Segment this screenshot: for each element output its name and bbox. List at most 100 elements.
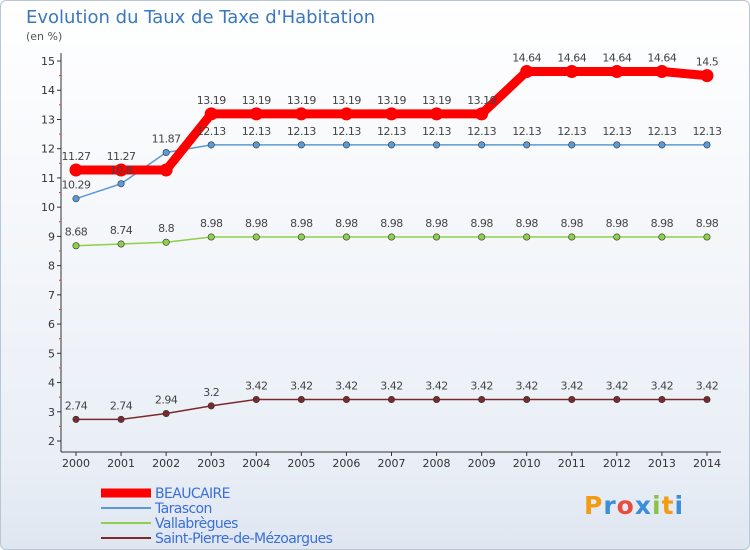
data-point <box>162 148 170 156</box>
logo-letter: o <box>616 491 635 520</box>
data-point <box>478 233 486 241</box>
data-label: 11.87 <box>152 132 181 145</box>
data-label: 8.98 <box>335 217 358 230</box>
data-point <box>117 415 125 423</box>
y-tick-label: 3 <box>48 406 55 419</box>
data-point <box>207 402 215 410</box>
data-label: 3.2 <box>203 386 219 399</box>
x-tick-label: 2009 <box>468 457 496 470</box>
data-point <box>204 107 218 121</box>
series-beaucaire <box>69 65 714 177</box>
data-point <box>655 65 669 79</box>
data-label: 12.13 <box>197 125 226 138</box>
logo-letter: r <box>603 491 617 520</box>
data-point <box>703 233 711 241</box>
y-tick-label: 8 <box>48 260 55 273</box>
x-tick-label: 2011 <box>558 457 586 470</box>
x-tick-label: 2003 <box>197 457 225 470</box>
y-tick-label: 11 <box>41 172 55 185</box>
series-vallabr-gues <box>72 233 711 250</box>
x-tick-label: 2007 <box>377 457 405 470</box>
data-point <box>249 107 263 121</box>
data-point <box>297 233 305 241</box>
data-label: 8.98 <box>651 217 674 230</box>
data-point <box>342 141 350 149</box>
data-point <box>252 395 260 403</box>
series-line <box>76 67 708 175</box>
y-tick-label: 12 <box>41 143 55 156</box>
data-point <box>72 415 80 423</box>
y-tick-label: 5 <box>48 347 55 360</box>
data-label: 12.13 <box>467 125 496 138</box>
data-point <box>475 107 489 121</box>
data-point <box>658 395 666 403</box>
x-tick-label: 2000 <box>62 457 90 470</box>
data-label: 12.13 <box>557 125 586 138</box>
data-point <box>294 107 308 121</box>
y-tick-label: 9 <box>48 230 55 243</box>
data-label: 11.27 <box>107 150 136 163</box>
data-point <box>387 395 395 403</box>
data-point <box>252 233 260 241</box>
data-label: 13.19 <box>287 94 316 107</box>
legend-item: BEAUCAIRE <box>101 486 231 502</box>
data-label: 10.8 <box>110 164 133 177</box>
data-point <box>703 395 711 403</box>
x-tick-label: 2006 <box>332 457 360 470</box>
data-label: 12.13 <box>377 125 406 138</box>
data-point <box>568 233 576 241</box>
data-point <box>162 410 170 418</box>
data-point <box>384 107 398 121</box>
data-label: 12.13 <box>287 125 316 138</box>
x-tick-label: 2005 <box>287 457 315 470</box>
y-tick-label: 7 <box>48 289 55 302</box>
data-point <box>523 233 531 241</box>
data-label: 8.98 <box>470 217 493 230</box>
y-axis-unit: (en %) <box>26 30 63 43</box>
data-point <box>207 141 215 149</box>
data-label: 14.64 <box>512 52 541 65</box>
y-tick-label: 10 <box>41 201 55 214</box>
data-label: 8.98 <box>245 217 268 230</box>
data-point <box>342 233 350 241</box>
data-point <box>478 141 486 149</box>
data-label: 10.29 <box>62 179 91 192</box>
data-label: 3.42 <box>561 379 584 392</box>
logo-letter: t <box>661 491 675 520</box>
data-point <box>568 395 576 403</box>
data-point <box>523 395 531 403</box>
data-label: 13.19 <box>422 94 451 107</box>
data-point <box>703 141 711 149</box>
data-point <box>610 65 624 79</box>
data-point <box>69 163 83 177</box>
data-label: 8.98 <box>425 217 448 230</box>
data-point <box>430 107 444 121</box>
data-label: 8.74 <box>110 224 133 237</box>
chart-title: Evolution du Taux de Taxe d'Habitation <box>26 7 376 28</box>
logo-letter: P <box>584 491 604 520</box>
legend-label: Saint-Pierre-de-Mézoargues <box>155 531 333 547</box>
data-label: 11.27 <box>62 150 91 163</box>
data-point <box>159 163 173 177</box>
legend-label: Vallabrègues <box>155 516 238 532</box>
data-point <box>700 69 714 83</box>
data-point <box>117 180 125 188</box>
data-label: 8.98 <box>515 217 538 230</box>
data-point <box>114 163 128 177</box>
data-point <box>658 233 666 241</box>
data-point <box>433 233 441 241</box>
data-point <box>339 107 353 121</box>
y-tick-label: 14 <box>41 84 55 97</box>
data-label: 12.13 <box>332 125 361 138</box>
data-label: 12.13 <box>602 125 631 138</box>
legend-item: Vallabrègues <box>101 516 239 532</box>
data-label: 8.98 <box>696 217 719 230</box>
y-tick-label: 2 <box>48 435 55 448</box>
x-tick-label: 2012 <box>603 457 631 470</box>
data-point <box>520 65 534 79</box>
data-label: 8.98 <box>380 217 403 230</box>
proxiti-logo: Proxiti <box>584 491 684 520</box>
data-point <box>342 395 350 403</box>
